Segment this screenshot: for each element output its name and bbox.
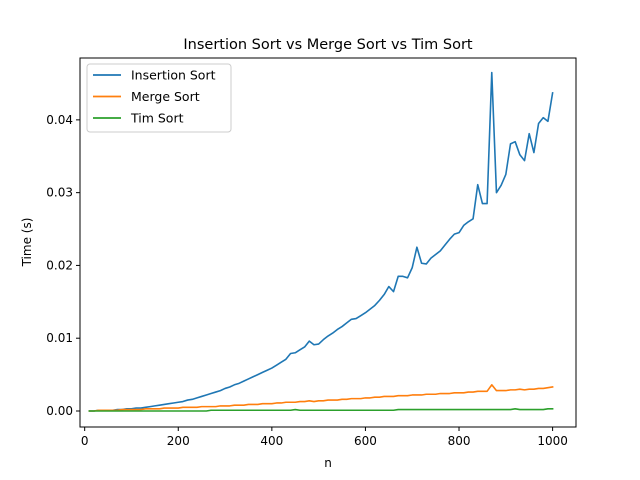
y-tick-label: 0.00: [46, 404, 73, 418]
series-line-merge-sort: [88, 383, 554, 412]
x-tick-label: 400: [260, 434, 283, 448]
y-tick-label: 0.02: [46, 258, 73, 272]
x-tick-label: 1000: [537, 434, 568, 448]
x-tick-label: 200: [167, 434, 190, 448]
legend-label-tim-sort: Tim Sort: [130, 111, 184, 126]
y-axis: 0.00 0.01 0.02 0.03 0.04: [46, 113, 80, 418]
y-tick-label: 0.04: [46, 113, 73, 127]
y-axis-label: Time (s): [20, 218, 34, 268]
plot-lines: [88, 71, 554, 412]
series-line-tim-sort: [88, 407, 554, 412]
x-tick-label: 0: [81, 434, 89, 448]
plot-frame: [79, 57, 577, 428]
x-tick-label: 800: [448, 434, 471, 448]
x-axis: 0 200 400 600 800 1000: [81, 427, 568, 448]
legend: Insertion Sort Merge Sort Tim Sort: [86, 63, 232, 133]
y-tick-label: 0.03: [46, 186, 73, 200]
legend-box: [86, 63, 232, 133]
series-line-insertion-sort: [88, 71, 554, 412]
chart-title: Insertion Sort vs Merge Sort vs Tim Sort: [183, 37, 473, 53]
x-axis-label: n: [324, 456, 332, 470]
y-tick-label: 0.01: [46, 331, 73, 345]
legend-label-insertion-sort: Insertion Sort: [131, 68, 216, 83]
legend-label-merge-sort: Merge Sort: [131, 89, 200, 104]
x-tick-label: 600: [354, 434, 377, 448]
